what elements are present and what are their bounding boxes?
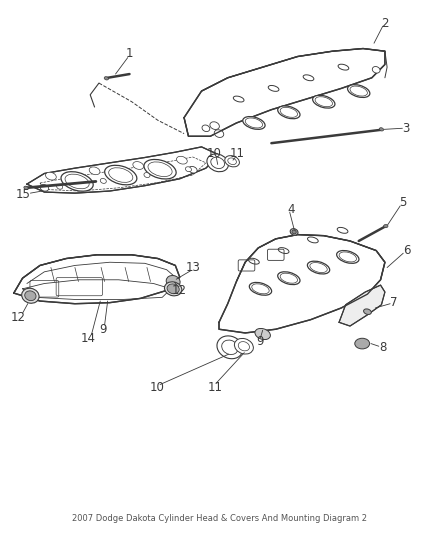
Text: 7: 7 [390, 296, 397, 309]
Ellipse shape [167, 284, 179, 294]
Ellipse shape [57, 184, 63, 189]
Ellipse shape [234, 338, 253, 354]
Ellipse shape [278, 248, 289, 254]
Ellipse shape [313, 95, 335, 108]
Ellipse shape [25, 291, 36, 301]
Ellipse shape [355, 338, 370, 349]
Ellipse shape [337, 228, 348, 233]
Text: 11: 11 [230, 147, 244, 160]
Ellipse shape [165, 282, 182, 296]
Text: 8: 8 [379, 341, 387, 354]
Ellipse shape [211, 157, 225, 168]
Polygon shape [184, 49, 385, 136]
Ellipse shape [104, 77, 109, 80]
Text: 13: 13 [185, 261, 200, 274]
Text: 2: 2 [381, 17, 389, 29]
Ellipse shape [217, 336, 243, 359]
Ellipse shape [245, 118, 263, 128]
Ellipse shape [144, 173, 150, 177]
Ellipse shape [372, 67, 380, 73]
Ellipse shape [89, 167, 100, 175]
Ellipse shape [214, 130, 224, 138]
Text: 10: 10 [149, 381, 164, 394]
Text: 15: 15 [16, 188, 31, 201]
Ellipse shape [252, 284, 269, 294]
Ellipse shape [364, 309, 371, 314]
Ellipse shape [225, 156, 240, 167]
Ellipse shape [238, 342, 250, 351]
Polygon shape [27, 147, 219, 193]
Ellipse shape [148, 162, 172, 176]
Ellipse shape [61, 172, 93, 191]
Ellipse shape [40, 184, 49, 191]
Text: 4: 4 [287, 203, 295, 215]
Polygon shape [339, 285, 385, 326]
Ellipse shape [337, 251, 359, 263]
Text: 1: 1 [126, 47, 133, 60]
Ellipse shape [249, 282, 272, 295]
Ellipse shape [22, 288, 39, 303]
Ellipse shape [278, 272, 300, 285]
Text: 3: 3 [402, 122, 410, 135]
Text: 5: 5 [399, 196, 406, 209]
Ellipse shape [384, 224, 388, 228]
Ellipse shape [207, 154, 229, 172]
Ellipse shape [255, 328, 270, 340]
Ellipse shape [46, 172, 56, 180]
Ellipse shape [292, 230, 296, 234]
Polygon shape [14, 255, 180, 304]
Ellipse shape [350, 86, 367, 96]
Ellipse shape [303, 75, 314, 80]
Ellipse shape [348, 85, 370, 98]
Ellipse shape [243, 117, 265, 130]
Ellipse shape [249, 259, 259, 264]
Ellipse shape [177, 156, 187, 164]
Ellipse shape [379, 128, 384, 131]
Text: 12: 12 [11, 311, 26, 324]
Ellipse shape [280, 107, 297, 117]
Ellipse shape [278, 106, 300, 119]
Text: 9: 9 [257, 335, 264, 349]
Text: 6: 6 [403, 244, 410, 257]
Ellipse shape [144, 159, 176, 179]
Ellipse shape [65, 174, 89, 189]
Ellipse shape [338, 64, 349, 70]
Ellipse shape [24, 186, 28, 189]
Text: 9: 9 [99, 322, 107, 336]
Polygon shape [219, 235, 385, 333]
Ellipse shape [202, 125, 210, 132]
Ellipse shape [100, 179, 106, 183]
Text: 2007 Dodge Dakota Cylinder Head & Covers And Mounting Diagram 2: 2007 Dodge Dakota Cylinder Head & Covers… [71, 514, 367, 523]
Text: 11: 11 [208, 381, 223, 394]
Ellipse shape [210, 122, 219, 130]
Ellipse shape [315, 96, 332, 107]
Ellipse shape [290, 229, 298, 235]
Ellipse shape [188, 166, 197, 173]
Ellipse shape [222, 340, 238, 354]
Ellipse shape [228, 158, 237, 165]
Ellipse shape [109, 168, 133, 182]
Ellipse shape [310, 263, 327, 272]
Ellipse shape [339, 252, 357, 262]
Ellipse shape [166, 276, 180, 287]
Ellipse shape [280, 273, 297, 283]
Text: 12: 12 [171, 284, 186, 297]
Ellipse shape [268, 85, 279, 91]
Ellipse shape [185, 167, 191, 172]
Ellipse shape [307, 237, 318, 243]
Ellipse shape [105, 165, 137, 185]
Ellipse shape [133, 161, 144, 169]
Ellipse shape [233, 96, 244, 102]
Text: 10: 10 [206, 147, 221, 160]
Ellipse shape [307, 261, 330, 274]
Text: 14: 14 [81, 332, 95, 345]
